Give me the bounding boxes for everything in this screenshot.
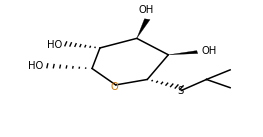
- Text: HO: HO: [47, 40, 62, 49]
- Text: OH: OH: [201, 46, 216, 56]
- Polygon shape: [137, 19, 150, 38]
- Text: OH: OH: [138, 5, 154, 15]
- Text: HO: HO: [28, 62, 43, 71]
- Text: O: O: [111, 82, 119, 92]
- Polygon shape: [168, 51, 198, 55]
- Text: S: S: [177, 86, 183, 96]
